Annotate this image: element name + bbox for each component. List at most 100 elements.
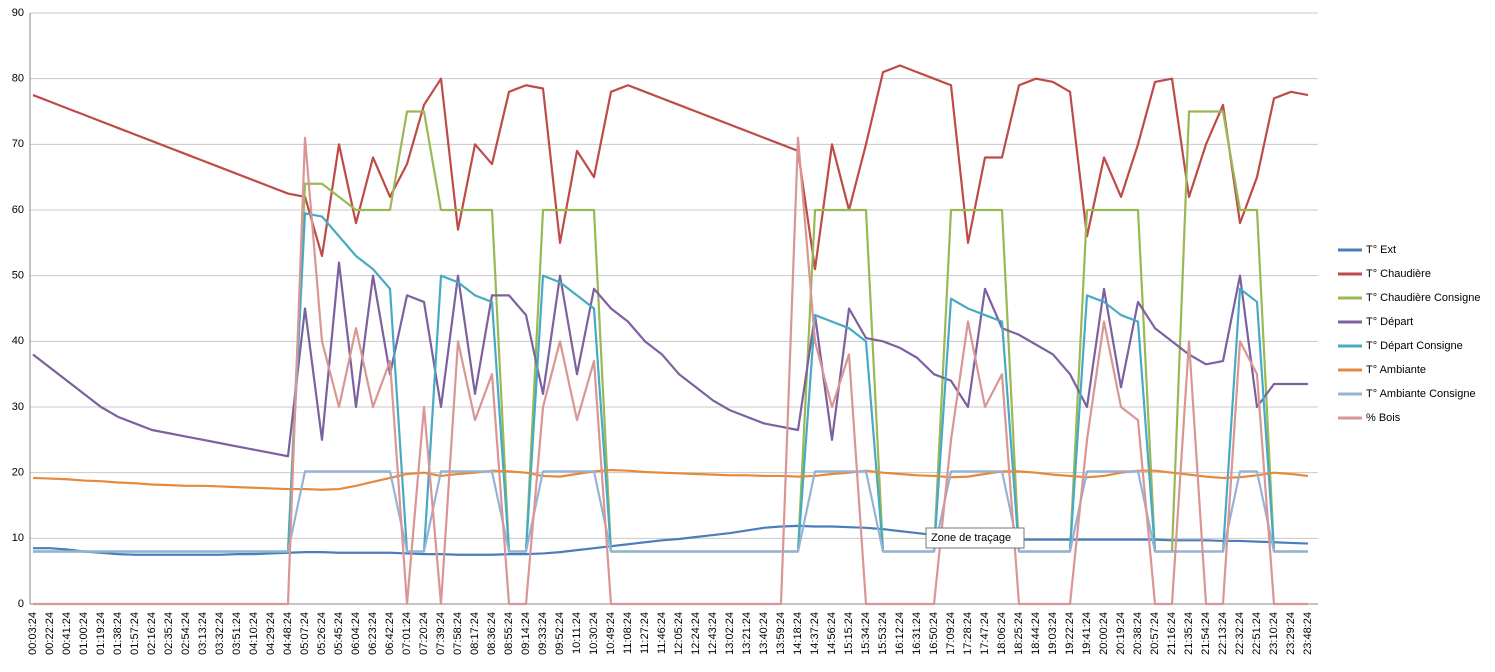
x-tick-label: 20:38:24: [1132, 612, 1144, 655]
line-series: [32, 261, 1308, 458]
x-tick-label: 20:00:24: [1098, 612, 1110, 655]
x-tick-label: 09:14:24: [520, 612, 532, 655]
line-series: [32, 468, 1309, 491]
y-tick-label: 60: [12, 204, 24, 216]
x-tick-label: 01:57:24: [129, 612, 141, 655]
legend-label: T° Ambiante: [1366, 364, 1426, 376]
x-tick-label: 01:00:24: [78, 612, 90, 655]
x-tick-label: 03:32:24: [214, 612, 226, 655]
y-tick-label: 20: [12, 467, 24, 479]
x-tick-label: 02:16:24: [146, 612, 158, 655]
x-tick-label: 19:41:24: [1081, 612, 1093, 655]
x-tick-label: 08:55:24: [503, 612, 515, 655]
x-tick-label: 15:34:24: [860, 612, 872, 655]
x-tick-label: 11:46:24: [656, 612, 668, 654]
x-tick-label: 17:47:24: [979, 612, 991, 655]
x-tick-label: 00:03:24: [27, 612, 39, 655]
x-tick-label: 09:52:24: [554, 612, 566, 655]
tooltip-text: Zone de traçage: [931, 532, 1011, 544]
x-tick-label: 22:13:24: [1217, 612, 1229, 655]
x-tick-label: 21:16:24: [1166, 612, 1178, 655]
x-tick-label: 02:35:24: [163, 612, 175, 655]
x-tick-label: 10:49:24: [605, 612, 617, 655]
y-tick-label: 30: [12, 401, 24, 413]
x-tick-label: 12:05:24: [673, 612, 685, 655]
x-tick-label: 08:17:24: [469, 612, 481, 655]
x-tick-label: 13:21:24: [741, 612, 753, 655]
legend-label: % Bois: [1366, 412, 1401, 424]
line-series: [33, 524, 1309, 556]
x-tick-label: 10:11:24: [571, 612, 583, 654]
y-tick-label: 90: [12, 7, 24, 19]
legend-label: T° Départ Consigne: [1366, 340, 1463, 352]
x-tick-label: 13:40:24: [758, 612, 770, 655]
x-tick-label: 02:54:24: [180, 612, 192, 655]
x-tick-label: 04:48:24: [282, 612, 294, 655]
x-tick-label: 20:19:24: [1115, 612, 1127, 655]
legend-label: T° Chaudière: [1366, 268, 1431, 280]
x-tick-label: 14:18:24: [792, 612, 804, 655]
x-tick-label: 13:02:24: [724, 612, 736, 655]
x-tick-label: 12:24:24: [690, 612, 702, 655]
x-tick-label: 07:20:24: [418, 612, 430, 655]
x-tick-label: 14:56:24: [826, 612, 838, 655]
x-tick-label: 07:01:24: [401, 612, 413, 655]
y-tick-label: 80: [12, 73, 24, 85]
x-tick-label: 03:13:24: [197, 612, 209, 655]
x-tick-label: 00:41:24: [61, 612, 73, 655]
legend-label: T° Ambiante Consigne: [1366, 388, 1476, 400]
x-tick-label: 04:29:24: [265, 612, 277, 655]
y-tick-label: 50: [12, 270, 24, 282]
x-tick-label: 11:08:24: [622, 612, 634, 654]
x-tick-label: 04:10:24: [248, 612, 260, 655]
x-tick-label: 07:39:24: [435, 612, 447, 655]
y-tick-label: 70: [12, 138, 24, 150]
x-tick-label: 10:30:24: [588, 612, 600, 655]
x-tick-label: 12:43:24: [707, 612, 719, 655]
x-tick-label: 06:04:24: [350, 612, 362, 655]
x-tick-label: 16:12:24: [894, 612, 906, 655]
x-tick-label: 06:23:24: [367, 612, 379, 655]
tooltip-box: [925, 527, 1025, 549]
x-tick-label: 01:38:24: [112, 612, 124, 655]
line-series: [33, 136, 1308, 606]
x-tick-label: 05:26:24: [316, 612, 328, 655]
y-tick-label: 10: [12, 532, 24, 544]
x-tick-label: 17:09:24: [945, 612, 957, 655]
x-tick-label: 20:57:24: [1149, 612, 1161, 655]
y-tick-label: 40: [12, 335, 24, 347]
x-tick-label: 23:29:24: [1285, 612, 1297, 655]
x-tick-label: 15:15:24: [843, 612, 855, 655]
x-tick-label: 21:54:24: [1200, 612, 1212, 655]
x-tick-label: 16:50:24: [928, 612, 940, 655]
x-tick-label: 06:42:24: [384, 612, 396, 655]
x-tick-label: 21:35:24: [1183, 612, 1195, 655]
x-tick-label: 18:06:24: [996, 612, 1008, 655]
line-series: [33, 470, 1308, 553]
x-tick-label: 05:07:24: [299, 612, 311, 655]
x-tick-label: 08:36:24: [486, 612, 498, 655]
x-tick-label: 23:48:24: [1302, 612, 1314, 655]
legend-label: T° Ext: [1366, 244, 1396, 256]
legend-label: T° Départ: [1366, 316, 1413, 328]
x-tick-label: 23:10:24: [1268, 612, 1280, 655]
y-tick-label: 0: [18, 598, 24, 610]
x-tick-label: 09:33:24: [537, 612, 549, 655]
line-series: [33, 110, 1308, 553]
x-tick-label: 22:51:24: [1251, 612, 1263, 655]
x-tick-label: 18:44:24: [1030, 612, 1042, 655]
x-tick-label: 17:28:24: [962, 612, 974, 655]
x-tick-label: 05:45:24: [333, 612, 345, 655]
x-tick-label: 11:27:24: [639, 612, 651, 654]
x-tick-label: 13:59:24: [775, 612, 787, 655]
x-tick-label: 14:37:24: [809, 612, 821, 655]
x-tick-label: 18:25:24: [1013, 612, 1025, 655]
line-series: [32, 64, 1309, 271]
x-tick-label: 01:19:24: [95, 612, 107, 655]
x-tick-label: 16:31:24: [911, 612, 923, 655]
x-tick-label: 19:22:24: [1064, 612, 1076, 655]
x-tick-label: 07:58:24: [452, 612, 464, 655]
x-tick-label: 15:53:24: [877, 612, 889, 655]
x-tick-label: 00:22:24: [44, 612, 56, 655]
legend-label: T° Chaudière Consigne: [1366, 292, 1480, 304]
